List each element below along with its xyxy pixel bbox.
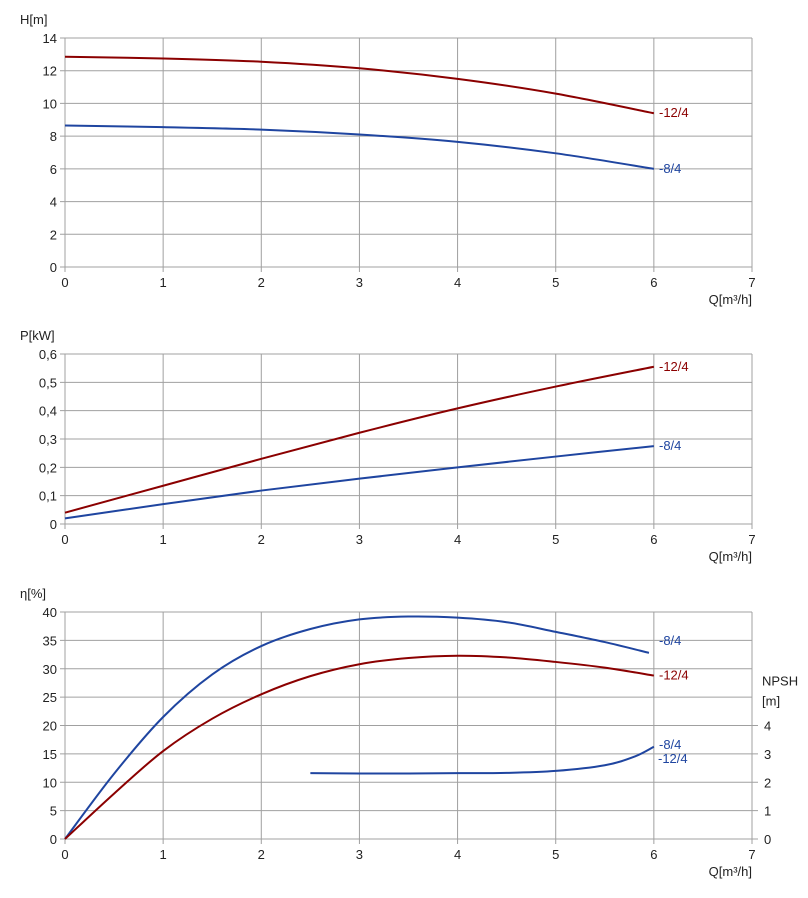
x-tick-label: 2 <box>258 275 265 290</box>
series-label-8-4: -8/4 <box>659 633 681 648</box>
x-tick-label: 1 <box>160 275 167 290</box>
y-tick-label: 0,1 <box>39 489 57 504</box>
y-tick-label: 15 <box>43 747 57 762</box>
x-tick-label: 6 <box>650 275 657 290</box>
y2-axis-label: NPSH <box>762 674 798 689</box>
series-label-npsh-8-4: -8/4 <box>659 737 681 752</box>
y-tick-label: 0 <box>50 260 57 275</box>
series-label-8-4: -8/4 <box>659 438 681 453</box>
y2-tick-label: 1 <box>764 804 771 819</box>
x-tick-label: 3 <box>356 847 363 862</box>
y-axis-label: H[m] <box>20 12 47 27</box>
y2-axis-label: [m] <box>762 694 780 709</box>
x-tick-label: 7 <box>748 847 755 862</box>
x-axis-label: Q[m³/h] <box>709 864 752 879</box>
y-tick-label: 5 <box>50 804 57 819</box>
series-label-npsh-12-4: -12/4 <box>658 751 688 766</box>
series-line-8-4 <box>64 445 654 520</box>
y-tick-label: 4 <box>50 195 57 210</box>
x-tick-label: 4 <box>454 532 461 547</box>
y-tick-label: 14 <box>43 31 57 46</box>
x-tick-label: 3 <box>356 532 363 547</box>
x-tick-label: 2 <box>258 532 265 547</box>
y-tick-label: 6 <box>50 162 57 177</box>
y-tick-label: 30 <box>43 662 57 677</box>
x-tick-label: 0 <box>61 847 68 862</box>
x-tick-label: 5 <box>552 532 559 547</box>
x-tick-label: 5 <box>552 275 559 290</box>
x-axis-label: Q[m³/h] <box>709 292 752 307</box>
y2-tick-label: 0 <box>764 832 771 847</box>
y-axis-label: η[%] <box>20 586 46 601</box>
series-label-8-4: -8/4 <box>659 161 681 176</box>
y-tick-label: 8 <box>50 129 57 144</box>
y-tick-label: 0,6 <box>39 347 57 362</box>
series-line-12-4 <box>64 55 655 115</box>
y-axis-label: P[kW] <box>20 328 55 343</box>
y2-tick-label: 4 <box>764 719 771 734</box>
y-tick-label: 0,2 <box>39 460 57 475</box>
y-tick-label: 2 <box>50 227 57 242</box>
y2-tick-label: 3 <box>764 747 771 762</box>
x-tick-label: 1 <box>160 847 167 862</box>
y-tick-label: 12 <box>43 64 57 79</box>
series-line-12-4 <box>64 654 655 840</box>
series-label-12-4: -12/4 <box>659 105 689 120</box>
x-tick-label: 0 <box>61 532 68 547</box>
y-tick-label: 25 <box>43 690 57 705</box>
x-axis-label: Q[m³/h] <box>709 549 752 564</box>
x-tick-label: 7 <box>748 275 755 290</box>
x-tick-label: 2 <box>258 847 265 862</box>
y-tick-label: 0,3 <box>39 432 57 447</box>
y-tick-label: 40 <box>43 605 57 620</box>
x-tick-label: 6 <box>650 847 657 862</box>
y-tick-label: 35 <box>43 633 57 648</box>
y-tick-label: 0,5 <box>39 375 57 390</box>
x-tick-label: 4 <box>454 847 461 862</box>
y-tick-label: 10 <box>43 775 57 790</box>
x-tick-label: 4 <box>454 275 461 290</box>
x-tick-label: 0 <box>61 275 68 290</box>
y-tick-label: 10 <box>43 96 57 111</box>
y-tick-label: 0 <box>50 832 57 847</box>
series-line-NPSH-8-4-12-4 <box>310 745 655 775</box>
series-label-12-4: -12/4 <box>659 359 689 374</box>
series-line-12-4 <box>64 365 655 514</box>
x-tick-label: 6 <box>650 532 657 547</box>
series-line-8-4 <box>64 615 650 840</box>
y-tick-label: 20 <box>43 719 57 734</box>
x-tick-label: 3 <box>356 275 363 290</box>
x-tick-label: 7 <box>748 532 755 547</box>
x-tick-label: 1 <box>160 532 167 547</box>
series-line-8-4 <box>64 124 655 170</box>
y-tick-label: 0,4 <box>39 404 57 419</box>
series-label-12-4: -12/4 <box>659 668 689 683</box>
x-tick-label: 5 <box>552 847 559 862</box>
y2-tick-label: 2 <box>764 775 771 790</box>
y-tick-label: 0 <box>50 517 57 532</box>
